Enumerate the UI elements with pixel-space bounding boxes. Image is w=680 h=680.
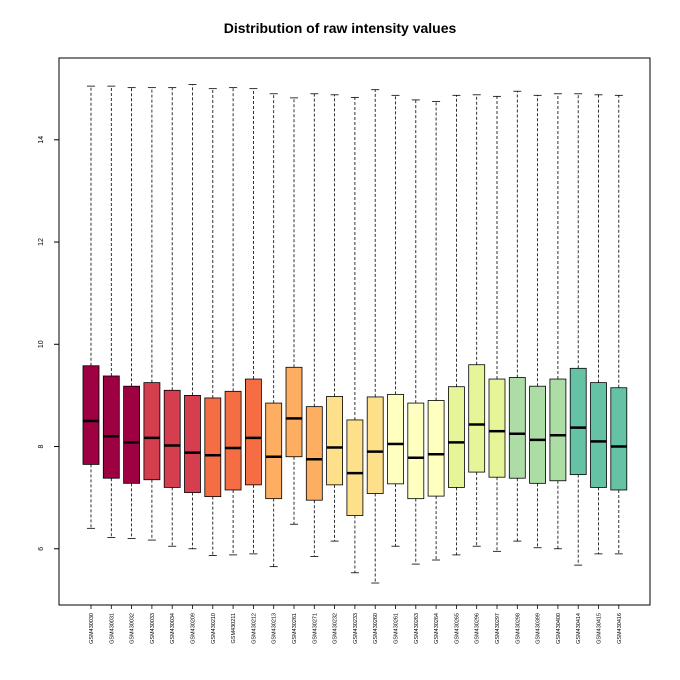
box-group: [447, 94, 465, 556]
box-group: [244, 88, 262, 555]
box-series: [82, 84, 628, 584]
box-group: [407, 99, 425, 565]
box-iqr: [305, 406, 323, 501]
y-tick-label: 10: [38, 340, 45, 348]
x-tick-label: GSM430031: [109, 613, 115, 644]
box-group: [163, 87, 181, 547]
x-tick-label: GSM430212: [251, 613, 257, 644]
box-group: [285, 97, 303, 525]
box-group: [590, 94, 607, 555]
x-tick-label: GSM430211: [231, 613, 237, 643]
box-group: [488, 95, 506, 552]
x-tick-label: GSM430030: [89, 613, 95, 644]
x-tick-label: GSM430033: [150, 613, 156, 644]
box-group: [305, 93, 323, 557]
box-iqr: [529, 385, 546, 484]
box-iqr: [123, 385, 140, 484]
box-iqr: [184, 395, 201, 493]
x-tick-label: GSM430264: [434, 613, 440, 644]
box-iqr: [366, 396, 384, 494]
y-axis: 6 8 10 12 14: [38, 136, 60, 551]
box-iqr: [204, 397, 222, 498]
box-group: [569, 93, 587, 566]
x-tick-label: GSM430415: [597, 613, 603, 644]
x-tick-label: GSM430209: [191, 613, 197, 644]
chart-title: Distribution of raw intensity values: [223, 20, 457, 36]
box-group: [366, 89, 384, 584]
box-group: [204, 88, 222, 556]
x-tick-label: GSM430271: [312, 613, 318, 644]
box-group: [102, 85, 120, 538]
x-tick-label: GSM430297: [495, 613, 501, 644]
box-group: [265, 93, 283, 568]
box-iqr: [326, 396, 344, 486]
x-tick-label: GSM430034: [170, 613, 176, 644]
x-tick-label: GSM430261: [394, 613, 400, 644]
box-iqr: [447, 386, 465, 488]
box-iqr: [610, 387, 628, 491]
box-iqr: [102, 375, 120, 479]
x-tick-label: GSM430233: [353, 613, 359, 644]
y-tick-label: 6: [38, 547, 45, 551]
x-tick-label: GSM430296: [475, 613, 481, 644]
box-iqr: [82, 365, 100, 465]
x-tick-label: GSM430263: [414, 613, 420, 644]
box-group: [82, 85, 100, 529]
x-tick-label: GSM430261: [292, 613, 298, 644]
y-tick-label: 8: [38, 444, 45, 448]
x-tick-label: GSM430298: [515, 613, 521, 644]
box-group: [123, 87, 140, 539]
box-group: [143, 87, 161, 541]
x-tick-label: GSM430232: [333, 613, 339, 644]
x-tick-label: GSM430416: [617, 613, 623, 644]
x-tick-label: GSM430414: [576, 613, 582, 644]
box-iqr: [285, 366, 303, 458]
box-iqr: [387, 393, 404, 485]
x-axis-labels: GSM430030 GSM430031 GSM430032 GSM430033 GSM4…: [89, 604, 623, 644]
box-iqr: [244, 378, 262, 486]
box-iqr: [427, 400, 445, 497]
box-iqr: [265, 402, 283, 500]
x-tick-label: GSM430260: [373, 613, 379, 644]
box-group: [468, 94, 486, 547]
box-group: [508, 90, 526, 542]
box-iqr: [569, 367, 587, 476]
box-iqr: [224, 390, 242, 491]
box-iqr: [346, 419, 364, 516]
y-tick-label: 14: [38, 136, 45, 144]
box-iqr: [488, 378, 506, 478]
box-group: [326, 94, 344, 542]
box-group: [387, 94, 404, 547]
box-group: [529, 94, 546, 549]
x-tick-label: GSM430400: [556, 613, 562, 644]
box-iqr: [407, 402, 425, 500]
box-group: [610, 94, 628, 555]
x-tick-label: GSM430210: [211, 613, 217, 644]
x-tick-label: GSM430032: [130, 613, 136, 644]
box-iqr: [508, 377, 526, 479]
box-iqr: [468, 364, 486, 473]
box-group: [346, 96, 364, 574]
box-iqr: [143, 382, 161, 481]
box-group: [427, 101, 445, 561]
box-iqr: [590, 382, 607, 488]
x-tick-label: GSM430265: [454, 613, 460, 644]
y-tick-label: 12: [38, 238, 45, 246]
box-iqr: [163, 389, 181, 488]
x-tick-label: GSM430213: [272, 613, 278, 644]
x-tick-label: GSM430399: [536, 613, 542, 644]
box-group: [224, 87, 242, 556]
box-iqr: [549, 378, 567, 482]
box-group: [549, 93, 567, 550]
box-group: [184, 84, 201, 550]
